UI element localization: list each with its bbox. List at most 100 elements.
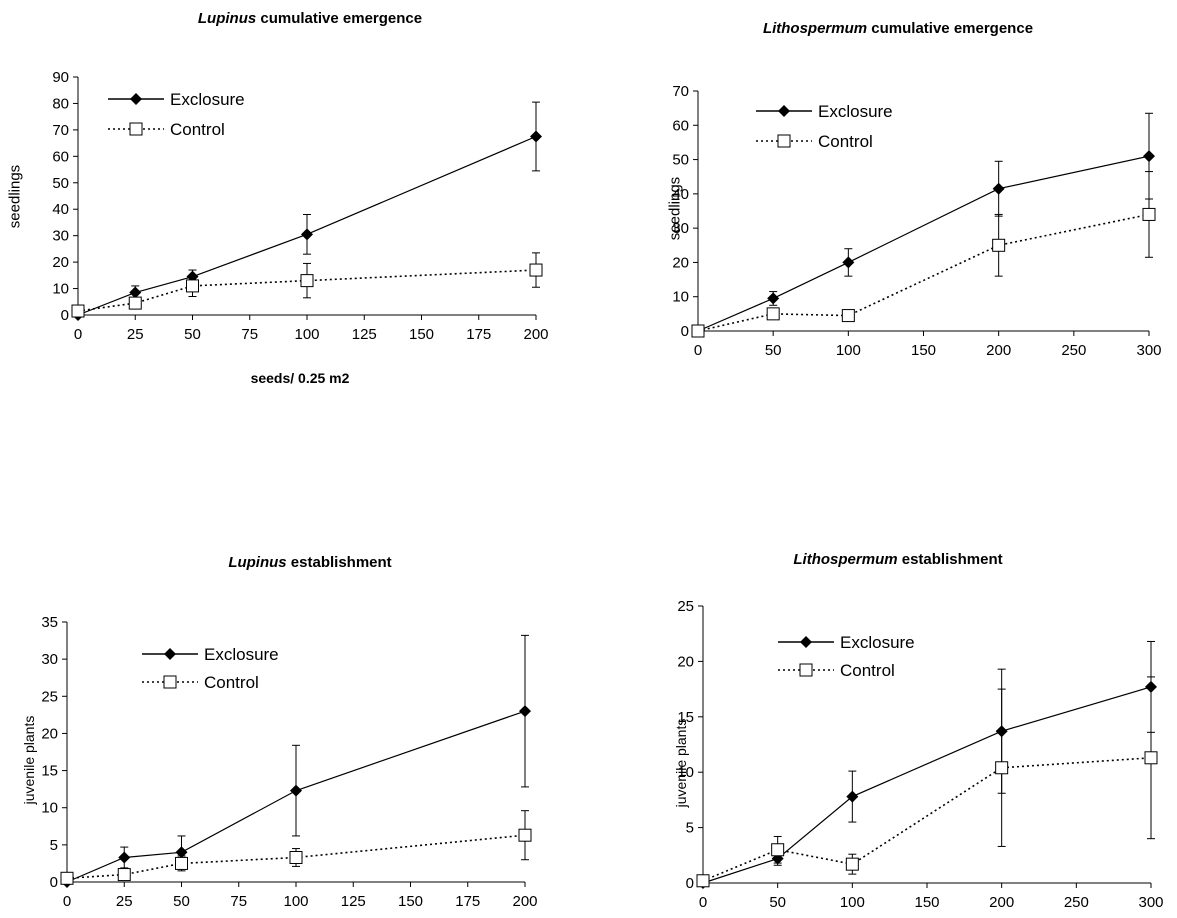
x-tick-label: 0 bbox=[694, 342, 702, 359]
chart-plot: 0 10 20 30 40 50 60 70 0 50 100 150 200 250 300 bbox=[672, 83, 1161, 359]
data-point-control bbox=[1144, 751, 1158, 765]
legend-label: Control bbox=[840, 661, 895, 680]
chart-panel-lithospermum-establishment: Lithospermum establishment juvenile plan… bbox=[588, 459, 1177, 918]
legend-label: Exclosure bbox=[840, 633, 915, 652]
data-point-exclosure bbox=[290, 784, 302, 797]
legend-label: Exclosure bbox=[170, 90, 245, 109]
data-point-exclosure bbox=[129, 286, 142, 299]
x-tick-label: 200 bbox=[986, 342, 1011, 359]
data-point-control bbox=[766, 307, 780, 321]
y-tick-label: 30 bbox=[672, 220, 689, 237]
exclosure-legend-icon bbox=[756, 105, 812, 117]
legend-label: Control bbox=[170, 120, 225, 139]
y-tick-label: 90 bbox=[52, 69, 69, 86]
y-tick-label: 70 bbox=[672, 83, 689, 100]
data-point-exclosure bbox=[175, 846, 188, 859]
series-line-control bbox=[702, 756, 1152, 882]
y-tick-label: 80 bbox=[52, 95, 69, 112]
x-tick-label: 150 bbox=[409, 326, 434, 343]
y-tick-label: 5 bbox=[686, 820, 694, 837]
x-tick-label: 75 bbox=[241, 326, 258, 343]
control-legend-icon bbox=[778, 663, 834, 677]
x-tick-label: 50 bbox=[173, 893, 190, 910]
x-tick-label: 0 bbox=[63, 893, 71, 910]
y-tick-label: 30 bbox=[41, 651, 58, 668]
x-tick-label: 150 bbox=[911, 342, 936, 359]
data-point-exclosure bbox=[519, 705, 531, 718]
x-axis-label: seeds/ 0.25 m2 bbox=[250, 370, 350, 386]
legend-label: Control bbox=[204, 673, 259, 692]
x-tick-label: 100 bbox=[294, 326, 319, 343]
data-point-exclosure bbox=[846, 790, 859, 803]
data-point-control bbox=[128, 296, 142, 310]
y-tick-label: 35 bbox=[41, 614, 58, 631]
y-tick-label: 15 bbox=[41, 763, 58, 780]
y-tick-label: 0 bbox=[681, 323, 689, 340]
y-tick-label: 60 bbox=[52, 148, 69, 165]
y-tick-label: 0 bbox=[686, 875, 694, 892]
y-tick-label: 0 bbox=[61, 307, 69, 324]
x-tick-label: 0 bbox=[699, 894, 707, 911]
x-tick-label: 100 bbox=[836, 342, 861, 359]
data-point-control bbox=[696, 874, 710, 888]
chart-panel-lupinus-emergence: Lupinus cumulative emergence seedlings s… bbox=[0, 0, 588, 459]
y-tick-label: 15 bbox=[677, 709, 694, 726]
control-legend-icon bbox=[756, 134, 812, 148]
control-legend-icon bbox=[108, 122, 164, 136]
x-tick-label: 50 bbox=[184, 326, 201, 343]
data-point-control bbox=[60, 871, 74, 885]
data-point-control bbox=[117, 868, 131, 882]
x-tick-label: 25 bbox=[127, 326, 144, 343]
data-point-exclosure bbox=[1143, 150, 1155, 163]
chart-title: Lithospermum establishment bbox=[793, 551, 1003, 568]
data-point-exclosure bbox=[767, 292, 780, 305]
data-point-exclosure bbox=[118, 851, 131, 864]
legend-label: Exclosure bbox=[204, 645, 279, 664]
data-point-control bbox=[771, 843, 785, 857]
x-tick-label: 250 bbox=[1061, 342, 1086, 359]
y-tick-label: 10 bbox=[677, 764, 694, 781]
chart-panel-lithospermum-emergence: Lithospermum cumulative emergence seedli… bbox=[588, 0, 1177, 459]
data-point-control bbox=[186, 279, 199, 293]
data-point-exclosure bbox=[842, 256, 855, 269]
y-tick-label: 25 bbox=[677, 598, 694, 615]
data-point-control bbox=[995, 761, 1009, 775]
y-tick-label: 20 bbox=[677, 653, 694, 670]
chart-title: Lithospermum cumulative emergence bbox=[762, 20, 1034, 37]
exclosure-legend-icon bbox=[108, 93, 164, 105]
data-point-control bbox=[71, 304, 85, 318]
data-point-control bbox=[841, 309, 855, 323]
x-tick-label: 150 bbox=[398, 893, 423, 910]
x-tick-label: 300 bbox=[1138, 894, 1163, 911]
data-point-control bbox=[529, 263, 543, 277]
data-point-control bbox=[992, 238, 1006, 252]
control-legend-icon bbox=[142, 675, 198, 689]
data-point-control bbox=[518, 828, 532, 842]
data-point-control bbox=[845, 857, 859, 871]
y-tick-label: 20 bbox=[41, 725, 58, 742]
data-point-control bbox=[289, 850, 303, 864]
series-line-exclosure bbox=[697, 155, 1150, 332]
legend-label: Control bbox=[818, 132, 873, 151]
x-tick-label: 250 bbox=[1064, 894, 1089, 911]
exclosure-legend-icon bbox=[778, 636, 834, 648]
x-tick-label: 25 bbox=[116, 893, 133, 910]
y-tick-label: 20 bbox=[672, 254, 689, 271]
y-tick-label: 5 bbox=[50, 837, 58, 854]
x-tick-label: 300 bbox=[1136, 342, 1161, 359]
series-line-exclosure bbox=[702, 686, 1152, 884]
x-tick-label: 150 bbox=[914, 894, 939, 911]
data-point-control bbox=[691, 324, 705, 338]
chart-plot: 0 5 10 15 20 25 30 35 0 25 50 75 100 125 150 175 200 bbox=[41, 614, 537, 910]
chart-title: Lupinus establishment bbox=[228, 554, 392, 571]
data-point-control bbox=[1142, 207, 1156, 221]
x-tick-label: 100 bbox=[283, 893, 308, 910]
y-tick-label: 30 bbox=[52, 228, 69, 245]
x-tick-label: 125 bbox=[341, 893, 366, 910]
y-tick-label: 25 bbox=[41, 688, 58, 705]
y-tick-label: 10 bbox=[52, 281, 69, 298]
y-tick-label: 10 bbox=[672, 289, 689, 306]
x-tick-label: 175 bbox=[455, 893, 480, 910]
x-tick-label: 100 bbox=[840, 894, 865, 911]
